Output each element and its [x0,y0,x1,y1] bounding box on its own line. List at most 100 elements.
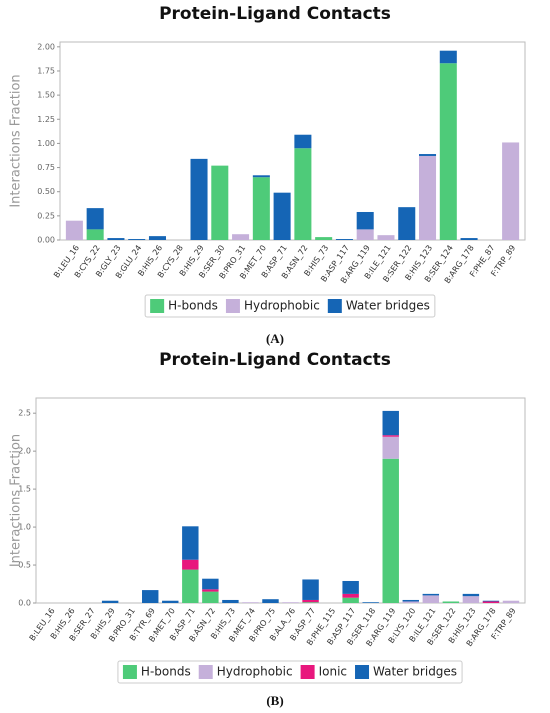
bar-segment [362,602,379,603]
bar-segment [502,142,520,240]
y-tick-label: 0.00 [37,236,55,245]
legend-swatch [150,299,165,313]
y-tick-label: 2.5 [18,409,31,418]
legend-label: H-bonds [141,665,191,679]
bar-segment [342,597,359,603]
bar-segment [422,595,440,603]
bar-segment [419,155,437,240]
y-tick-label: 0.5 [18,561,31,570]
bar-segment [502,600,520,603]
legend-swatch [300,665,315,679]
y-tick-label: 1.25 [37,115,55,124]
y-tick-label: 1.00 [37,139,55,148]
bar-segment [482,600,500,602]
bar-segment [202,578,219,590]
bar-segment [402,601,419,603]
bar-segment [142,590,159,603]
legend-label: Water bridges [373,665,457,679]
y-tick-label: 1.75 [37,66,55,75]
caption: (A) [266,331,284,346]
bar-segment [182,526,199,560]
legend-swatch [327,299,342,313]
bar-segment [128,239,146,240]
bar-segment [402,599,419,602]
legend: H-bonds Hydrophobic Ionic Water bridges [117,660,463,684]
bar-segment [377,235,395,240]
bar-segment [294,148,312,240]
legend-label: Water bridges [346,299,430,313]
bar-segment [148,236,166,240]
bar-segment [202,589,219,592]
chart-title: Protein-Ligand Contacts [159,4,391,24]
chart-title: Protein-Ligand Contacts [159,350,391,370]
legend-swatch [198,665,213,679]
legend-box [144,294,436,318]
legend-swatch [122,665,137,679]
bar-segment [242,602,259,603]
y-axis-label: Interactions Fraction [9,74,24,207]
bar-segment [382,458,399,603]
bar-segment [342,593,359,598]
bar-segment [398,207,416,240]
legend-label: H-bonds [168,299,218,313]
caption: (B) [266,693,283,708]
bar-segment [356,229,374,240]
bar-segment [462,596,480,603]
bar-segment [65,220,83,240]
bar-segment [262,599,279,603]
legend-swatch [225,299,240,313]
bar-segment [273,192,291,240]
bar-segment [252,177,270,240]
y-tick-label: 1.50 [37,91,55,100]
bar-segment [86,208,104,230]
bar-segment [442,601,460,603]
legend-label: Hydrophobic [217,665,293,679]
bar-segment [86,229,104,240]
bar-segment [460,238,478,240]
bar-segment [356,211,374,230]
y-tick-label: 2.00 [37,42,55,51]
bar-segment [222,599,239,603]
bar-segment [182,569,199,603]
bar-segment [382,436,399,459]
bar-segment [342,580,359,594]
bar-segment [252,175,270,178]
bar-segment [419,154,437,156]
bar-segment [202,591,219,603]
bar-segment [439,50,457,64]
bar-segment [482,601,500,603]
bar-segment [315,237,333,240]
bar-segment [335,239,353,240]
y-tick-label: 0.50 [37,187,55,196]
bar-segment [422,593,440,596]
bar-segment [439,63,457,240]
bar-segment [302,599,319,603]
bar-segment [107,238,125,240]
legend-label: Ionic [319,665,347,679]
y-axis-label: Interactions Fraction [9,434,24,567]
legend: H-bonds Hydrophobic Water bridges [144,294,436,318]
bar-segment [182,559,199,570]
bar-segment [302,579,319,600]
bar-segment [462,593,480,597]
y-tick-label: 1.5 [18,485,31,494]
bar-segment [190,158,208,240]
bar-segment [382,410,399,436]
legend-label: Hydrophobic [244,299,320,313]
plot-area [35,397,526,604]
bar-segment [302,602,319,603]
legend-swatch [355,665,370,679]
y-tick-label: 0.0 [18,599,31,608]
y-tick-label: 0.25 [37,211,55,220]
y-tick-label: 2.0 [18,447,31,456]
bar-segment [211,165,229,240]
bar-segment [294,134,312,149]
y-tick-label: 0.75 [37,163,55,172]
bar-segment [382,435,399,437]
bar-segment [282,602,299,603]
bar-segment [232,234,250,240]
bar-segment [162,600,179,603]
y-tick-label: 1.0 [18,523,31,532]
bar-segment [101,600,119,603]
